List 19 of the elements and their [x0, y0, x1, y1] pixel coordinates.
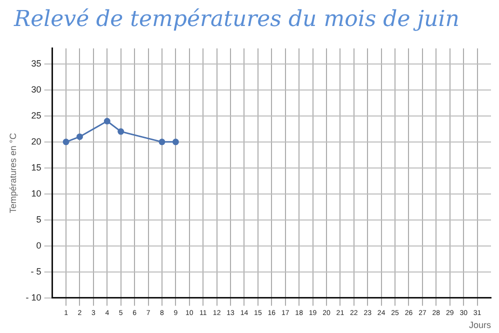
y-tick-label: 5 [36, 214, 42, 224]
y-tick-label: 30 [31, 84, 42, 94]
y-tick-label: - 5 [30, 266, 42, 276]
chart-title: Relevé de températures du mois de juin [12, 6, 460, 34]
point [104, 118, 110, 124]
point [76, 133, 83, 140]
y-tick-label: 15 [31, 162, 42, 172]
point [172, 138, 179, 146]
x-axis-title: Jours [468, 320, 492, 330]
y-axis-title: Températures en °C [8, 132, 18, 214]
y-tick-label: 10 [31, 188, 42, 198]
point [62, 138, 70, 146]
y-tick-label: 20 [31, 136, 42, 146]
point [118, 128, 124, 135]
y-tick-label: 35 [31, 58, 42, 68]
y-tick-label: 25 [31, 110, 42, 120]
point [158, 138, 166, 146]
y-tick-label: 0 [36, 240, 42, 250]
y-tick-label: - 10 [26, 292, 42, 302]
